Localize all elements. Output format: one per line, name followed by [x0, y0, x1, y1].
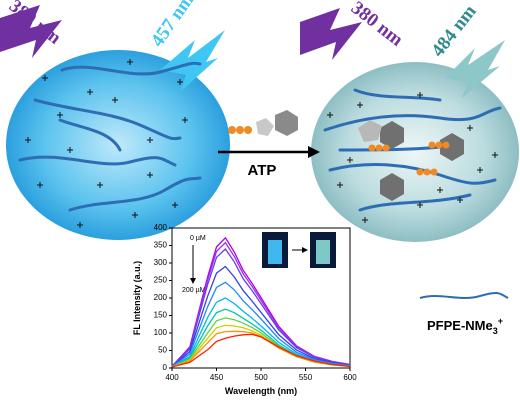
- charge: [347, 157, 353, 163]
- charge: [147, 172, 153, 178]
- charge: [77, 222, 83, 228]
- vial: [316, 240, 330, 264]
- charge: [417, 202, 423, 208]
- y-axis-label: FL Intensity (a.u.): [132, 261, 142, 335]
- annotation: 200 µM: [182, 287, 206, 294]
- charge: [25, 137, 31, 143]
- bolt: [445, 40, 505, 98]
- charge: [37, 182, 43, 188]
- charge: [132, 212, 138, 218]
- charge: [437, 187, 443, 193]
- y-tick-label: 350: [154, 241, 168, 250]
- y-tick-label: 250: [154, 276, 168, 285]
- charge: [87, 89, 93, 95]
- atp-molecules: [228, 110, 464, 201]
- y-tick-label: 100: [154, 328, 168, 337]
- charge: [362, 217, 368, 223]
- vial: [268, 240, 282, 264]
- charge: [177, 79, 183, 85]
- inset-chart: 0 µM 200 µM Wavelength (nm) FL Intensity…: [132, 223, 357, 396]
- legend-chain: [419, 291, 509, 299]
- charge: [67, 147, 73, 153]
- spectrum: [171, 333, 351, 368]
- charge: [112, 97, 118, 103]
- charge: [327, 112, 333, 118]
- y-tick-label: 0: [163, 363, 168, 372]
- particle-right: [311, 62, 519, 242]
- charge: [417, 92, 423, 98]
- y-tick-label: 50: [158, 346, 167, 355]
- charge: [477, 167, 483, 173]
- spectrum: [171, 248, 351, 367]
- bolt: [160, 30, 225, 92]
- charges: [25, 59, 498, 228]
- bolt: [300, 8, 362, 60]
- spectrum: [171, 281, 351, 368]
- spectrum: [171, 265, 351, 368]
- charge: [357, 102, 363, 108]
- arrow-head: [308, 146, 320, 158]
- x-axis-label: Wavelength (nm): [225, 386, 297, 396]
- charge: [57, 112, 63, 118]
- arrow-head: [302, 247, 308, 253]
- y-tick-label: 150: [154, 311, 168, 320]
- polymer-label: PFPE-NMe3+: [427, 316, 503, 336]
- x-tick-label: 400: [165, 373, 179, 382]
- charge: [147, 137, 153, 143]
- x-tick-label: 550: [299, 373, 313, 382]
- charge: [127, 59, 133, 65]
- charge: [97, 182, 103, 188]
- y-tick-label: 400: [154, 223, 168, 232]
- charge: [42, 75, 48, 81]
- annotation: 0 µM: [190, 235, 206, 242]
- label: 457 nm: [147, 0, 199, 51]
- arrow-head: [190, 278, 196, 284]
- arrow-label: ATP: [248, 162, 277, 179]
- x-tick-label: 450: [210, 373, 224, 382]
- spectrum: [171, 330, 351, 368]
- y-tick-label: 300: [154, 258, 168, 267]
- charge: [492, 152, 498, 158]
- charge: [337, 182, 343, 188]
- y-tick-label: 200: [154, 293, 168, 302]
- x-tick-label: 600: [343, 373, 357, 382]
- charge: [457, 197, 463, 203]
- charge: [182, 117, 188, 123]
- bolt: [0, 5, 62, 58]
- charge: [172, 202, 178, 208]
- charge: [467, 125, 473, 131]
- x-tick-label: 500: [254, 373, 268, 382]
